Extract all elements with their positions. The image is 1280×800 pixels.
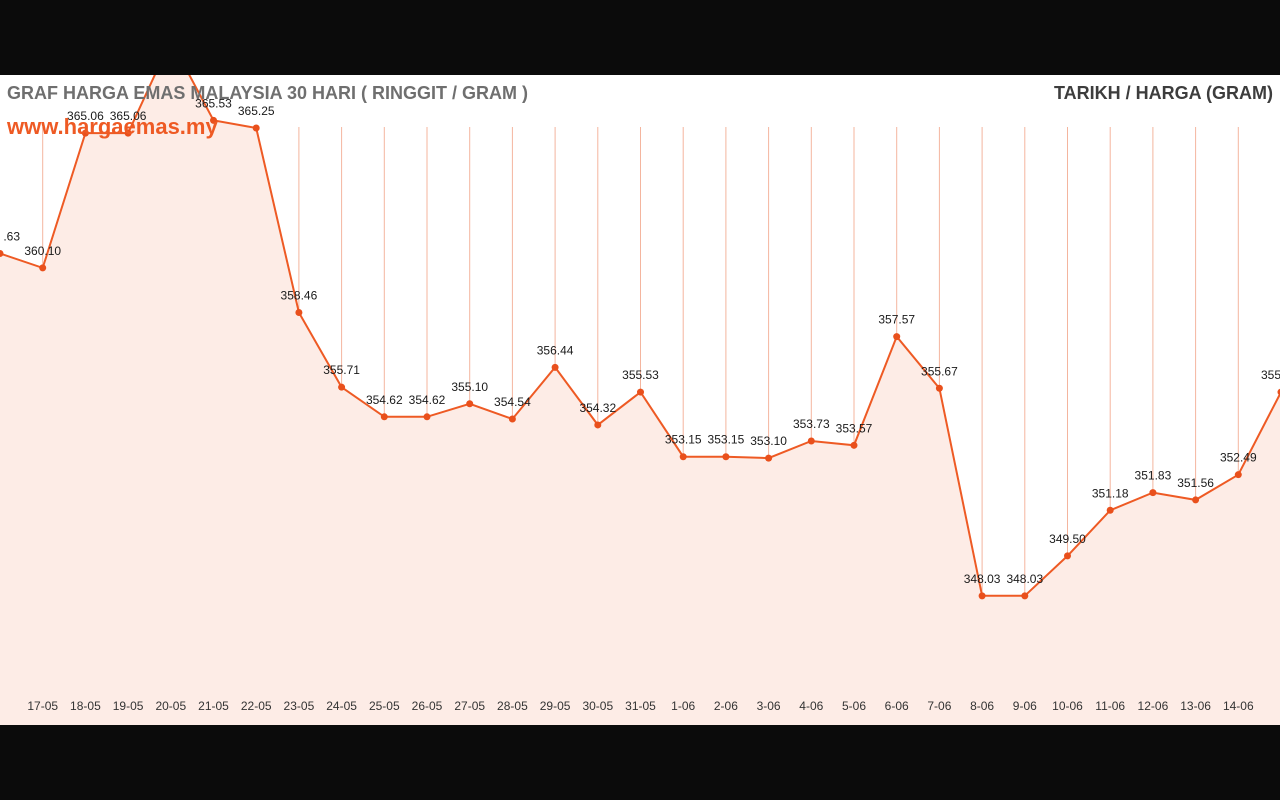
x-tick-label: 19-05 — [113, 699, 144, 713]
x-tick-label: 11-06 — [1095, 699, 1125, 713]
x-tick-label: 20-05 — [155, 699, 186, 713]
data-label: 365.06 — [67, 109, 104, 123]
x-tick-label: 6-06 — [885, 699, 909, 713]
data-label: 360.10 — [24, 244, 61, 258]
data-point — [765, 454, 773, 462]
data-points — [0, 116, 1280, 600]
x-tick-label: 2-06 — [714, 699, 738, 713]
data-label: 354.62 — [409, 393, 446, 407]
data-label: 351.56 — [1177, 476, 1214, 490]
price-area-fill — [0, 75, 1280, 725]
data-label: 353.15 — [665, 433, 702, 447]
x-tick-label: 4-06 — [799, 699, 823, 713]
data-point — [81, 129, 89, 137]
x-tick-label: 27-05 — [454, 699, 485, 713]
data-point — [679, 453, 687, 461]
data-point — [551, 363, 559, 371]
data-label: 351.18 — [1092, 486, 1129, 500]
data-point — [637, 388, 644, 396]
x-tick-label: 24-05 — [326, 699, 357, 713]
data-point — [252, 124, 260, 132]
chart-title: GRAF HARGA EMAS MALAYSIA 30 HARI ( RINGG… — [7, 83, 529, 103]
x-axis-ticks: 17-05 18-05 19-05 20-05 21-05 22-05 23-05 24-05… — [27, 699, 1254, 713]
data-label: 351.83 — [1135, 469, 1172, 483]
data-point — [807, 437, 815, 445]
data-label: 365.25 — [238, 104, 275, 118]
x-tick-label: 1-06 — [671, 699, 695, 713]
x-tick-label: 9-06 — [1013, 699, 1037, 713]
data-point — [978, 592, 986, 600]
data-point — [210, 116, 217, 124]
data-label: 365.06 — [110, 109, 147, 123]
data-point — [1106, 506, 1114, 514]
x-tick-label: 29-05 — [540, 699, 571, 713]
data-point — [39, 264, 47, 272]
data-point — [1234, 471, 1242, 479]
x-tick-label: 31-05 — [625, 699, 656, 713]
data-label: 355.67 — [921, 364, 958, 378]
data-label: 353.15 — [708, 433, 745, 447]
data-label: 355.53 — [622, 368, 659, 382]
chart-panel: .63 360.10 365.06 365.06 365.53 365.25 358.46 3… — [0, 75, 1280, 725]
data-label: 353.57 — [836, 421, 873, 435]
data-point — [722, 453, 730, 461]
data-point — [1064, 552, 1071, 560]
x-tick-label: 5-06 — [842, 699, 866, 713]
data-label: 353.10 — [750, 434, 787, 448]
data-label: .63 — [3, 230, 20, 244]
x-tick-label: 14-06 — [1223, 699, 1254, 713]
data-label: 365.53 — [195, 96, 232, 110]
x-tick-label: 17-05 — [27, 699, 58, 713]
data-label: 357.57 — [878, 313, 915, 327]
x-tick-label: 25-05 — [369, 699, 400, 713]
data-label: 354.54 — [494, 395, 531, 409]
data-label: 349.50 — [1049, 532, 1086, 546]
x-tick-label: 8-06 — [970, 699, 994, 713]
data-point — [594, 421, 602, 429]
data-point — [1277, 388, 1280, 396]
data-label: 356.44 — [537, 343, 574, 357]
data-point — [295, 308, 303, 316]
data-point — [423, 413, 431, 421]
data-point — [466, 400, 474, 408]
x-tick-label: 26-05 — [412, 699, 443, 713]
website-link[interactable]: www.hargaemas.my — [7, 114, 218, 139]
x-tick-label: 13-06 — [1180, 699, 1211, 713]
x-tick-label: 23-05 — [284, 699, 315, 713]
x-tick-label: 30-05 — [582, 699, 613, 713]
data-label: 354.32 — [579, 401, 616, 415]
x-tick-label: 7-06 — [927, 699, 951, 713]
data-label: 355.71 — [323, 363, 360, 377]
data-point — [1192, 496, 1200, 504]
data-label: 358.46 — [281, 288, 318, 302]
axis-caption: TARIKH / HARGA (GRAM) — [1054, 83, 1273, 103]
data-label: 355 — [1261, 368, 1280, 382]
data-point — [124, 129, 132, 137]
data-point — [0, 250, 4, 258]
data-point — [508, 415, 516, 423]
data-point — [380, 413, 388, 421]
data-point — [893, 333, 901, 341]
data-point — [1021, 592, 1029, 600]
x-tick-label: 18-05 — [70, 699, 101, 713]
x-tick-label: 28-05 — [497, 699, 528, 713]
x-tick-label: 3-06 — [757, 699, 781, 713]
data-label: 348.03 — [1006, 572, 1043, 586]
x-tick-label: 10-06 — [1052, 699, 1083, 713]
data-label: 355.10 — [451, 380, 488, 394]
x-tick-label: 12-06 — [1138, 699, 1169, 713]
data-labels: .63 360.10 365.06 365.06 365.53 365.25 358.46 3… — [3, 96, 1280, 585]
data-point — [850, 441, 858, 449]
data-label: 352.49 — [1220, 451, 1257, 465]
data-label: 354.62 — [366, 393, 403, 407]
x-tick-label: 22-05 — [241, 699, 272, 713]
gold-price-chart: .63 360.10 365.06 365.06 365.53 365.25 358.46 3… — [0, 75, 1280, 725]
x-tick-label: 21-05 — [198, 699, 229, 713]
data-point — [1149, 489, 1157, 497]
data-label: 353.73 — [793, 417, 830, 431]
data-point — [338, 383, 346, 391]
data-label: 348.03 — [964, 572, 1001, 586]
data-point — [935, 384, 943, 392]
